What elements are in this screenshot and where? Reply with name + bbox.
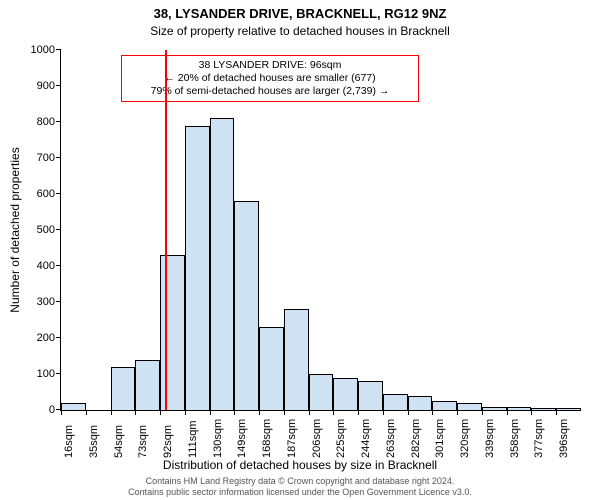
x-tick-label: 149sqm [236,419,248,458]
y-tick-label: 800 [15,116,55,128]
footer-line: Contains public sector information licen… [0,487,600,498]
x-tick-label: 73sqm [137,425,149,458]
y-tick-mark [56,193,61,194]
y-tick-mark [56,265,61,266]
x-tick-label: 377sqm [533,419,545,458]
histogram-bar [185,126,210,410]
x-tick-mark [234,410,235,415]
histogram-bar [309,374,334,410]
footer-attribution: Contains HM Land Registry data © Crown c… [0,476,600,498]
annotation-line: ← 20% of detached houses are smaller (67… [130,72,410,85]
y-tick-label: 400 [15,260,55,272]
histogram-bar [259,327,284,410]
y-tick-label: 100 [15,368,55,380]
x-tick-label: 111sqm [187,420,199,458]
histogram-bar [135,360,160,410]
y-tick-label: 200 [15,332,55,344]
histogram-bar [432,401,457,410]
histogram-bar [333,378,358,410]
x-tick-mark [135,410,136,415]
histogram-bar [556,408,581,410]
x-tick-mark [531,410,532,415]
x-tick-label: 92sqm [162,425,174,458]
x-tick-label: 206sqm [311,419,323,458]
histogram-bar [234,201,259,410]
histogram-bar [358,381,383,410]
y-tick-mark [56,373,61,374]
x-tick-label: 301sqm [434,419,446,458]
y-tick-label: 300 [15,296,55,308]
x-tick-mark [160,410,161,415]
x-tick-label: 35sqm [88,425,100,458]
x-tick-mark [482,410,483,415]
histogram-bar [61,403,86,410]
annotation-line: 79% of semi-detached houses are larger (… [130,85,410,98]
x-tick-mark [556,410,557,415]
x-tick-label: 396sqm [558,419,570,458]
histogram-bar [507,407,532,410]
histogram-bar [531,408,556,410]
x-tick-label: 320sqm [459,419,471,458]
x-tick-label: 187sqm [286,419,298,458]
x-tick-label: 225sqm [335,419,347,458]
x-tick-mark [259,410,260,415]
y-tick-mark [56,157,61,158]
x-tick-label: 130sqm [212,419,224,458]
y-tick-mark [56,85,61,86]
y-tick-label: 0 [15,404,55,416]
histogram-bar [284,309,309,410]
histogram-bar [482,407,507,410]
histogram-bar [408,396,433,410]
x-tick-mark [185,410,186,415]
page-title: 38, LYSANDER DRIVE, BRACKNELL, RG12 9NZ [0,6,600,21]
x-tick-mark [61,410,62,415]
x-tick-mark [432,410,433,415]
x-tick-mark [408,410,409,415]
y-tick-label: 700 [15,152,55,164]
x-tick-mark [333,410,334,415]
x-tick-label: 339sqm [484,419,496,458]
chart-subtitle: Size of property relative to detached ho… [0,24,600,38]
histogram-bar [210,118,235,410]
x-tick-label: 282sqm [410,419,422,458]
y-tick-label: 1000 [15,44,55,56]
histogram-bar [160,255,185,410]
x-tick-mark [111,410,112,415]
y-tick-mark [56,121,61,122]
x-tick-mark [86,410,87,415]
plot-area: 38 LYSANDER DRIVE: 96sqm ← 20% of detach… [60,50,581,411]
annotation-line: 38 LYSANDER DRIVE: 96sqm [130,59,410,72]
chart-container: 38, LYSANDER DRIVE, BRACKNELL, RG12 9NZ … [0,0,600,500]
x-tick-mark [383,410,384,415]
x-tick-label: 168sqm [261,419,273,458]
histogram-bar [457,403,482,410]
x-tick-mark [358,410,359,415]
y-tick-mark [56,229,61,230]
x-tick-label: 54sqm [113,425,125,458]
histogram-bar [111,367,136,410]
y-tick-mark [56,301,61,302]
x-tick-label: 244sqm [360,419,372,458]
y-tick-label: 600 [15,188,55,200]
x-tick-label: 263sqm [385,419,397,458]
x-tick-label: 16sqm [63,425,75,458]
x-tick-mark [309,410,310,415]
x-tick-mark [507,410,508,415]
x-tick-mark [210,410,211,415]
x-tick-label: 358sqm [509,419,521,458]
y-tick-label: 900 [15,80,55,92]
footer-line: Contains HM Land Registry data © Crown c… [0,476,600,487]
x-tick-mark [457,410,458,415]
property-marker-line [165,50,167,410]
x-axis-label: Distribution of detached houses by size … [0,458,600,472]
y-tick-mark [56,337,61,338]
x-tick-mark [284,410,285,415]
y-tick-mark [56,49,61,50]
y-tick-label: 500 [15,224,55,236]
histogram-bar [383,394,408,410]
